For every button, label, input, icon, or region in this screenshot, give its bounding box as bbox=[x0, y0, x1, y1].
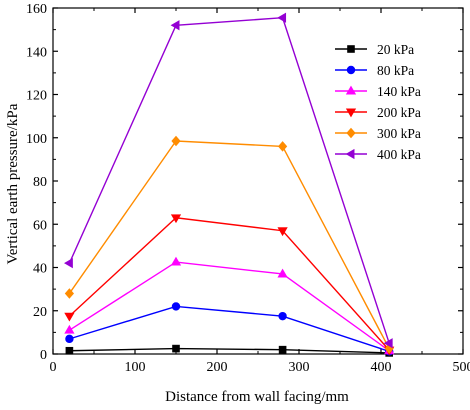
data-point bbox=[170, 256, 182, 266]
x-tick-label: 500 bbox=[453, 360, 470, 375]
x-tick-label: 400 bbox=[371, 360, 392, 375]
legend-label: 140 kPa bbox=[377, 84, 421, 99]
series-line bbox=[68, 217, 390, 351]
series-20-kpa bbox=[65, 344, 394, 357]
x-tick-label: 200 bbox=[207, 360, 228, 375]
data-point bbox=[64, 288, 74, 299]
data-point bbox=[64, 312, 75, 322]
x-tick-label: 300 bbox=[289, 360, 310, 375]
y-tick-label: 60 bbox=[33, 218, 47, 233]
data-point bbox=[171, 135, 181, 147]
legend-marker bbox=[346, 65, 356, 75]
series-80-kpa bbox=[65, 302, 394, 356]
series-line bbox=[69, 347, 390, 354]
legend-marker bbox=[347, 45, 355, 53]
series-300-kpa bbox=[64, 135, 394, 354]
x-axis-title: Distance from wall facing/mm bbox=[165, 389, 349, 405]
data-point bbox=[65, 334, 74, 344]
data-point bbox=[277, 12, 287, 23]
legend-marker bbox=[345, 148, 355, 160]
legend-item: 20 kPa bbox=[335, 42, 414, 57]
legend-label: 300 kPa bbox=[377, 126, 421, 141]
legend-marker bbox=[346, 127, 356, 139]
y-axis-title: Vertical earth pressure/kPa bbox=[5, 103, 21, 264]
data-point bbox=[278, 345, 287, 354]
data-point bbox=[170, 20, 180, 31]
data-point bbox=[170, 214, 182, 224]
data-point bbox=[64, 324, 75, 334]
data-point bbox=[278, 141, 288, 152]
legend-item: 400 kPa bbox=[335, 147, 421, 162]
series-line bbox=[69, 261, 390, 352]
legend-item: 80 kPa bbox=[335, 63, 414, 78]
legend-marker bbox=[345, 85, 357, 95]
legend-item: 140 kPa bbox=[335, 84, 421, 99]
legend-label: 400 kPa bbox=[377, 147, 421, 162]
x-tick-label: 0 bbox=[50, 360, 57, 375]
y-tick-label: 100 bbox=[26, 132, 47, 147]
data-point bbox=[172, 344, 180, 353]
y-tick-label: 160 bbox=[26, 2, 47, 17]
series-140-kpa bbox=[64, 256, 395, 355]
series-200-kpa bbox=[64, 214, 395, 356]
legend-item: 200 kPa bbox=[335, 105, 421, 120]
series-line bbox=[68, 140, 390, 349]
x-tick-label: 100 bbox=[125, 360, 146, 375]
data-point bbox=[64, 258, 73, 269]
y-tick-label: 120 bbox=[26, 89, 47, 104]
data-point bbox=[278, 311, 287, 321]
y-tick-label: 0 bbox=[40, 348, 47, 363]
series-400-kpa bbox=[64, 12, 393, 349]
y-tick-label: 140 bbox=[26, 45, 47, 60]
data-point bbox=[171, 302, 181, 311]
legend: 20 kPa 80 kPa 140 kPa 200 kPa 300 kPa 400 kPa bbox=[335, 42, 421, 162]
data-point bbox=[277, 227, 288, 237]
y-tick-label: 80 bbox=[33, 175, 47, 190]
series-line bbox=[69, 305, 390, 353]
data-point bbox=[65, 346, 74, 355]
data-point bbox=[383, 338, 393, 349]
y-tick-label: 20 bbox=[33, 305, 47, 320]
legend-label: 80 kPa bbox=[377, 63, 414, 78]
legend-marker bbox=[345, 108, 357, 118]
data-point bbox=[277, 268, 288, 278]
legend-label: 200 kPa bbox=[377, 105, 421, 120]
series-line bbox=[68, 16, 390, 344]
legend-label: 20 kPa bbox=[377, 42, 414, 57]
legend-item: 300 kPa bbox=[335, 126, 421, 141]
y-tick-label: 40 bbox=[33, 262, 47, 277]
